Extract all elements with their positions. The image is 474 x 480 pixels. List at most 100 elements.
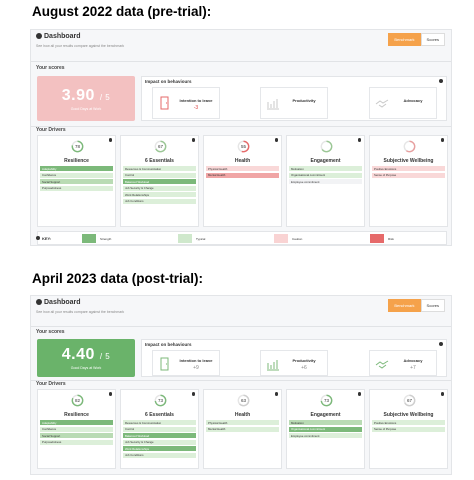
driver-row-control: Control: [123, 426, 196, 432]
driver-sub-list: Adaptability Confidence Social Support Purp…: [40, 420, 113, 446]
info-icon[interactable]: [191, 138, 195, 142]
driver-row-organisational-commitment: Organisational commitment: [289, 172, 362, 178]
driver-score-ring: 78: [71, 140, 84, 153]
info-icon[interactable]: [357, 392, 361, 396]
driver-score: 67: [157, 144, 163, 149]
section-heading-pre-trial: August 2022 data (pre-trial):: [32, 4, 212, 19]
driver-sub-list: Resources & Communication Control Balanced…: [123, 420, 196, 460]
driver-score: 73: [157, 398, 163, 403]
driver-name: Engagement: [310, 158, 341, 164]
driver-score-ring: 82: [71, 394, 84, 407]
info-icon[interactable]: [108, 138, 112, 142]
driver-sub-list: Physical Health Mental Health: [206, 166, 279, 179]
driver-sub-list: Motivation Organisational commitment Emplo…: [289, 166, 362, 186]
driver-sub-list: Physical Health Mental Health: [206, 420, 279, 433]
info-icon[interactable]: [108, 392, 112, 396]
score-value: 4.40 / 5: [61, 346, 111, 363]
driver-name: 6 Essentials: [145, 412, 174, 418]
your-drivers-label: Your Drivers: [36, 127, 66, 133]
driver-score-ring: 63: [237, 394, 250, 407]
driver-row-work-relationships: Work Relationships: [123, 446, 196, 452]
driver-score: 63: [240, 398, 246, 403]
driver-score-ring: 73: [320, 394, 333, 407]
driver-card-engagement[interactable]: 73 Engagement Motivation Organisational com…: [286, 389, 365, 469]
benchmark-toggle-button[interactable]: Benchmark: [388, 299, 421, 312]
driver-row-job-security-change: Job Security & Change: [123, 185, 196, 191]
key-swatch-caution: [274, 234, 288, 243]
driver-card-engagement[interactable]: Engagement Motivation Organisational commi…: [286, 135, 365, 227]
impact-productivity: Productivity +6: [260, 350, 328, 376]
driver-sub-list: Motivation Organisational commitment Emplo…: [289, 420, 362, 440]
info-icon[interactable]: [357, 138, 361, 142]
driver-row-sense-of-purpose: Sense of Purpose: [372, 426, 445, 432]
driver-row-job-conditions: Job Conditions: [123, 452, 196, 458]
dashboard-panel-pre: Dashboard See how all your results compa…: [30, 29, 452, 246]
driver-row-organisational-commitment: Organisational commitment: [289, 426, 362, 432]
driver-card-resilience[interactable]: 78 Resilience Adaptability Confidence Social…: [37, 135, 116, 227]
info-icon[interactable]: [439, 342, 443, 346]
your-drivers-label: Your Drivers: [36, 381, 66, 387]
driver-row-confidence: Confidence: [40, 172, 113, 178]
driver-name: Health: [234, 158, 251, 164]
driver-row-physical-health: Physical Health: [206, 420, 279, 425]
info-icon[interactable]: [191, 392, 195, 396]
driver-card-6-essentials[interactable]: 67 6 Essentials Resources & Communication C…: [120, 135, 199, 227]
benchmark-toggle-button[interactable]: Benchmark: [388, 33, 421, 46]
driver-name: Resilience: [64, 158, 89, 164]
driver-row-sense-of-purpose: Sense of Purpose: [372, 172, 445, 178]
dashboard-subtitle: See how all your results compare against…: [36, 310, 125, 314]
driver-row-job-conditions: Job Conditions: [123, 198, 196, 204]
info-icon[interactable]: [274, 392, 278, 396]
scores-toggle-button[interactable]: Scores: [420, 299, 445, 312]
driver-card-subjective-wellbeing[interactable]: 67 Subjective Wellbeing Positive Emotions S…: [369, 389, 448, 469]
info-icon[interactable]: [439, 79, 443, 83]
driver-card-health[interactable]: 63 Health Physical Health Mental Health: [203, 389, 282, 469]
info-icon[interactable]: [440, 138, 444, 142]
bar-chart-icon: [267, 360, 279, 371]
driver-row-mental-health: Mental Health: [206, 172, 279, 178]
driver-name: Engagement: [310, 412, 341, 418]
driver-row-purposefulness: Purposefulness: [40, 439, 113, 445]
dashboard-icon: [36, 299, 42, 305]
key-label-strength: Strength: [100, 237, 112, 241]
driver-row-mental-health: Mental Health: [206, 426, 279, 432]
driver-score-ring: 55: [237, 140, 250, 153]
driver-row-employee-commitment: Employee commitment: [289, 179, 362, 185]
impact-on-behaviours-card: Impact on behaviours Intention to leave …: [141, 339, 447, 377]
driver-name: Subjective Wellbeing: [383, 158, 434, 164]
key-swatch-strength: [82, 234, 96, 243]
driver-card-subjective-wellbeing[interactable]: Subjective Wellbeing Positive Emotions Sen…: [369, 135, 448, 227]
key-label-typical: Typical: [196, 237, 206, 241]
driver-card-6-essentials[interactable]: 73 6 Essentials Resources & Communication C…: [120, 389, 199, 469]
info-icon[interactable]: [440, 392, 444, 396]
driver-row-confidence: Confidence: [40, 426, 113, 432]
impact-productivity: Productivity: [260, 87, 328, 119]
score-value: 3.90 / 5: [61, 86, 111, 104]
door-icon: [160, 357, 169, 371]
view-toggle: Benchmark Scores: [388, 299, 445, 312]
impact-intention-to-leave: Intention to leave +9: [152, 350, 220, 376]
driver-sub-list: Positive Emotions Sense of Purpose: [372, 420, 445, 433]
driver-score-ring: [403, 140, 416, 153]
driver-row-positive-emotions: Positive Emotions: [372, 166, 445, 171]
driver-row-purposefulness: Purposefulness: [40, 185, 113, 191]
section-heading-post-trial: April 2023 data (post-trial):: [32, 271, 204, 286]
driver-row-resources-communication: Resources & Communication: [123, 420, 196, 425]
driver-card-health[interactable]: 55 Health Physical Health Mental Health: [203, 135, 282, 227]
driver-score: 73: [323, 398, 329, 403]
key-swatch-typical: [178, 234, 192, 243]
scores-toggle-button[interactable]: Scores: [420, 33, 445, 46]
driver-row-adaptability: Adaptability: [40, 420, 113, 425]
impact-on-behaviours-card: Impact on behaviours Intention to leave …: [141, 76, 447, 121]
driver-score-ring: 73: [154, 394, 167, 407]
driver-score: 67: [406, 398, 412, 403]
driver-card-resilience[interactable]: 82 Resilience Adaptability Confidence Social…: [37, 389, 116, 469]
key-label-risk: Risk: [388, 237, 394, 241]
driver-row-resources-communication: Resources & Communication: [123, 166, 196, 171]
key-label: KEY:: [42, 236, 52, 241]
impact-title: Impact on behaviours: [145, 79, 192, 84]
legend-key: KEY: Strength Typical Caution Risk: [36, 231, 447, 245]
info-icon[interactable]: [274, 138, 278, 142]
your-scores-label: Your scores: [36, 65, 65, 71]
driver-row-social-support: Social Support: [40, 179, 113, 185]
